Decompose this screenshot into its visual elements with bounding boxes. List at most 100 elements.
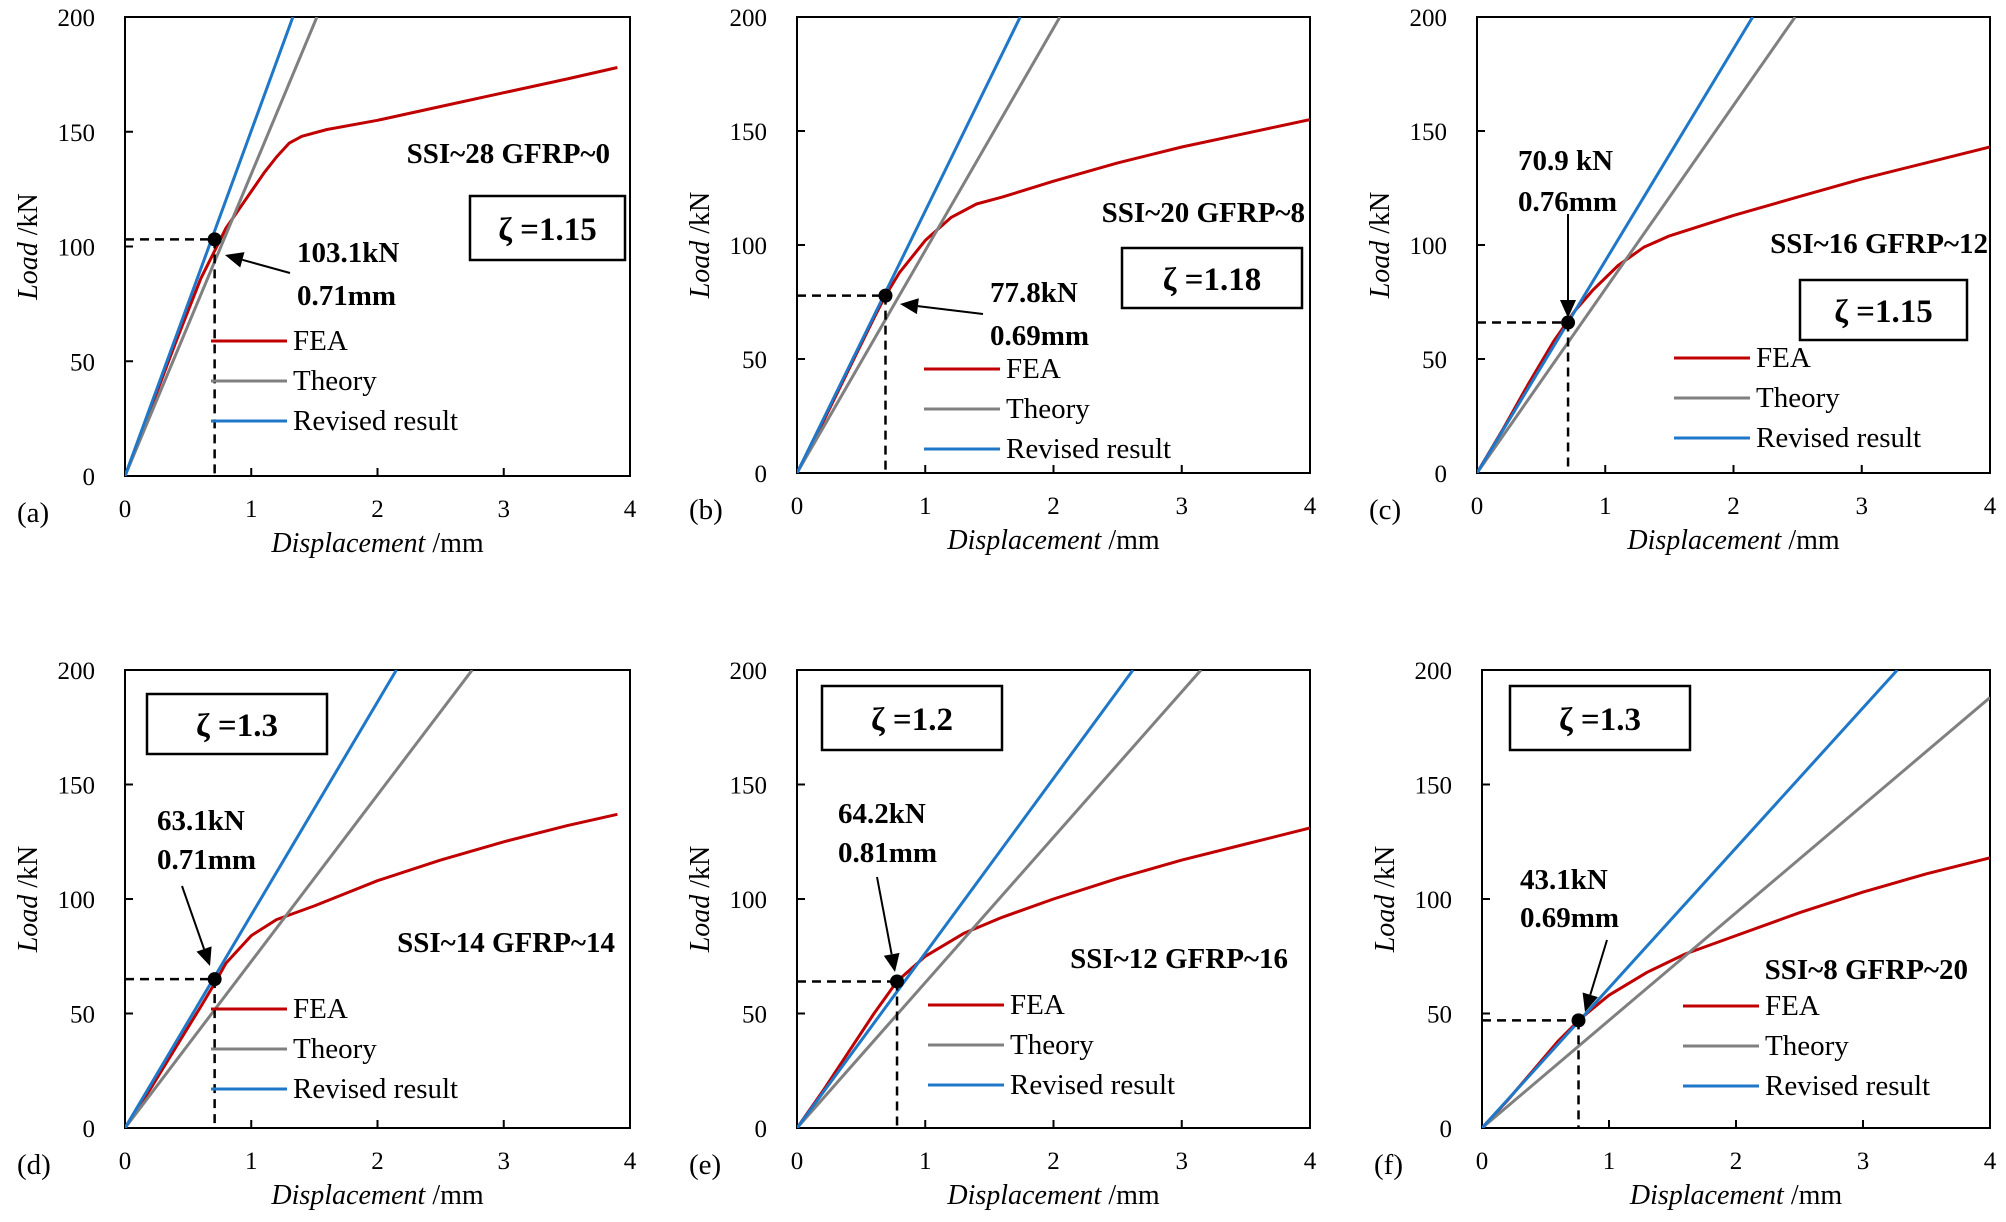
legend-label-theory: Theory	[1006, 393, 1090, 425]
legend-label-theory: Theory	[1765, 1030, 1849, 1062]
panel-letter: (e)	[689, 1149, 721, 1181]
legend-label-fea: FEA	[293, 325, 348, 357]
x-axis-title: Displacement /mm	[946, 1180, 1160, 1211]
chart-panel-a: 0 1 2 3 4 0 50 100 150 200 103.1kN 0.71mm SSI~28 GFR…	[13, 5, 637, 559]
x-tick-label: 0	[791, 493, 804, 520]
yield-point-marker	[890, 974, 905, 989]
zeta-value: ζ =1.3	[196, 708, 278, 744]
x-tick-label: 0	[1476, 1148, 1489, 1175]
specimen-title: SSI~28 GFRP~0	[407, 138, 610, 170]
y-tick-label: 100	[1415, 887, 1453, 914]
series-group	[125, 17, 618, 476]
y-axis-title-name: Load	[13, 894, 44, 954]
y-tick-label: 100	[1410, 233, 1448, 260]
y-axis-title-name: Load	[1370, 894, 1401, 954]
y-tick-label: 50	[1422, 347, 1447, 374]
y-tick-label: 50	[70, 1002, 95, 1029]
x-tick-label: 1	[1599, 493, 1612, 520]
y-tick-label: 50	[742, 347, 767, 374]
x-tick-label: 4	[1984, 1148, 1997, 1175]
series-line-revised-result	[797, 670, 1135, 1128]
x-tick-label: 0	[119, 496, 132, 523]
legend-label-revised-result: Revised result	[1006, 433, 1171, 465]
series-group	[1482, 670, 1990, 1128]
series-line-fea	[797, 826, 1310, 1128]
series-group	[125, 670, 618, 1128]
yield-point-marker	[1571, 1013, 1586, 1028]
y-tick-label: 0	[755, 461, 768, 488]
y-tick-label: 150	[1415, 773, 1453, 800]
series-line-revised-result	[797, 17, 1022, 473]
x-tick-label: 4	[624, 1148, 637, 1175]
yield-point-marker	[207, 972, 222, 987]
series-group	[797, 17, 1310, 473]
annotation-arrow-head	[900, 298, 919, 315]
x-axis-title-unit: /mm	[1101, 1180, 1160, 1211]
chart-panel-c: 0 1 2 3 4 0 50 100 150 200 70.9 kN 0.76mm SSI~16 GFR…	[1365, 5, 1997, 556]
x-tick-label: 4	[1304, 493, 1317, 520]
annotation-load: 103.1kN	[297, 237, 399, 269]
specimen-title: SSI~20 GFRP~8	[1102, 197, 1305, 229]
annotation-arrow-shaft	[242, 258, 291, 274]
annotation-arrow-head	[883, 952, 900, 972]
x-axis-title-name: Displacement	[1626, 525, 1782, 556]
annotation-displacement: 0.69mm	[1520, 902, 1619, 934]
y-axis-title: Load /kN	[1370, 846, 1401, 954]
x-tick-label: 0	[119, 1148, 132, 1175]
y-tick-label: 50	[70, 349, 95, 376]
series-line-theory	[1482, 696, 1990, 1128]
annotation-arrow-head	[1560, 300, 1576, 318]
legend-label-fea: FEA	[1010, 989, 1065, 1021]
x-tick-label: 2	[1047, 493, 1060, 520]
y-tick-label: 50	[1427, 1002, 1452, 1029]
annotation-arrow-head	[1582, 992, 1598, 1012]
y-axis-title-unit: /kN	[685, 192, 716, 241]
zeta-box	[145, 692, 329, 756]
y-tick-label: 150	[58, 120, 96, 147]
x-axis-title: Displacement /mm	[270, 528, 484, 559]
annotation-load: 64.2kN	[838, 798, 926, 830]
x-axis-title-unit: /mm	[1784, 1180, 1843, 1211]
annotation-load: 63.1kN	[157, 805, 245, 837]
x-tick-label: 2	[371, 496, 384, 523]
y-tick-label: 100	[730, 887, 768, 914]
y-tick-label: 100	[730, 233, 768, 260]
x-axis-title: Displacement /mm	[1626, 525, 1840, 556]
zeta-box	[1120, 246, 1304, 310]
annotation-arrow-shaft	[1589, 939, 1608, 996]
specimen-title: SSI~12 GFRP~16	[1070, 943, 1288, 975]
y-axis-title-name: Load	[13, 241, 44, 301]
x-tick-label: 3	[1857, 1148, 1870, 1175]
series-line-revised-result	[1482, 670, 1899, 1128]
yield-point-marker	[1561, 315, 1576, 330]
legend-label-fea: FEA	[293, 993, 348, 1025]
x-axis-title-name: Displacement	[270, 528, 426, 559]
y-tick-label: 0	[1435, 461, 1448, 488]
y-tick-label: 150	[1410, 119, 1448, 146]
x-axis-title-name: Displacement	[946, 525, 1102, 556]
y-tick-label: 150	[58, 773, 96, 800]
x-tick-label: 3	[498, 496, 511, 523]
panel-letter: (f)	[1374, 1149, 1403, 1181]
annotation-displacement: 0.71mm	[157, 844, 256, 876]
zeta-value: ζ =1.2	[871, 702, 953, 738]
x-tick-label: 3	[1176, 1148, 1189, 1175]
x-axis-title-unit: /mm	[1101, 525, 1160, 556]
x-axis-title-unit: /mm	[425, 528, 484, 559]
specimen-title: SSI~8 GFRP~20	[1765, 954, 1968, 986]
series-line-theory	[125, 670, 474, 1128]
y-axis-title-unit: /kN	[1365, 192, 1396, 241]
y-tick-label: 150	[730, 773, 768, 800]
y-axis-title-name: Load	[1365, 240, 1396, 300]
legend-label-revised-result: Revised result	[1765, 1070, 1930, 1102]
y-tick-label: 100	[58, 887, 96, 914]
y-tick-label: 0	[83, 1116, 96, 1143]
annotation-load: 43.1kN	[1520, 864, 1608, 896]
y-axis-title: Load /kN	[685, 192, 716, 300]
y-axis-title: Load /kN	[1365, 192, 1396, 300]
series-line-revised-result	[125, 17, 295, 476]
x-axis-title-name: Displacement	[270, 1180, 426, 1211]
annotation-arrow-shaft	[917, 305, 984, 315]
legend-label-fea: FEA	[1765, 990, 1820, 1022]
